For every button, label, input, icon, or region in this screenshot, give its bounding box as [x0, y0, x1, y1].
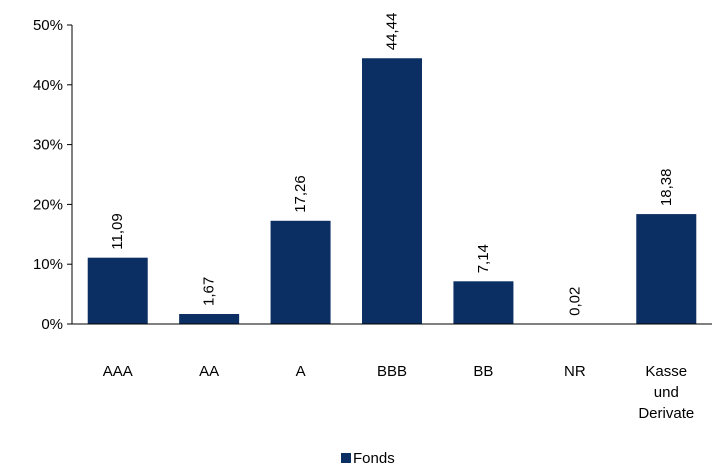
x-tick-label: NR: [564, 363, 586, 380]
x-tick-label: AAA: [103, 363, 133, 380]
y-tick-label: 10%: [33, 256, 63, 273]
data-labels: 11,09 1,67 17,26 44,44 7,14 0,02 18,38: [109, 13, 675, 316]
legend: Fonds: [341, 450, 395, 467]
x-tick-label: BB: [473, 363, 493, 380]
x-tick-label-line: Kasse: [645, 363, 687, 380]
x-tick-label: AA: [199, 363, 219, 380]
x-tick-label-line: A: [296, 363, 306, 380]
data-label: 17,26: [292, 175, 309, 213]
data-label: 44,44: [384, 13, 401, 51]
data-label: 1,67: [201, 277, 218, 306]
x-tick-label-line: AAA: [103, 363, 133, 380]
y-axis: 0% 10% 20% 30% 40% 50%: [33, 17, 73, 333]
x-tick-label: BBB: [377, 363, 407, 380]
x-tick-label: Kasse und Derivate: [638, 363, 694, 422]
bars: [87, 58, 697, 325]
bar-aaa: [87, 257, 148, 324]
bar-bb: [453, 281, 514, 324]
x-tick-label-line: AA: [199, 363, 219, 380]
bar-bbb: [362, 58, 422, 324]
data-label: 11,09: [109, 213, 126, 249]
x-tick-label-line: BB: [473, 363, 493, 380]
bar-aa: [179, 314, 240, 324]
y-tick-label: 40%: [33, 77, 63, 94]
y-tick-label: 0%: [41, 316, 63, 333]
bar-a: [270, 220, 331, 324]
y-tick-label: 50%: [33, 17, 63, 34]
bar-kasse-und-derivate: [636, 214, 697, 324]
x-axis: AAA AA A BBB BB NR Kasse und Derivate: [72, 323, 712, 422]
data-label: 18,38: [658, 169, 675, 207]
x-tick-label-line: und: [654, 384, 679, 401]
data-label: 7,14: [475, 244, 492, 273]
x-tick-label-line: BBB: [377, 363, 407, 380]
x-tick-label-line: NR: [564, 363, 586, 380]
data-label: 0,02: [566, 287, 583, 316]
legend-swatch: [341, 453, 351, 463]
x-tick-label: A: [296, 363, 306, 380]
legend-label: Fonds: [353, 450, 395, 466]
y-tick-label: 30%: [33, 137, 63, 154]
x-tick-label-line: Derivate: [638, 405, 694, 422]
y-tick-label: 20%: [33, 196, 63, 213]
